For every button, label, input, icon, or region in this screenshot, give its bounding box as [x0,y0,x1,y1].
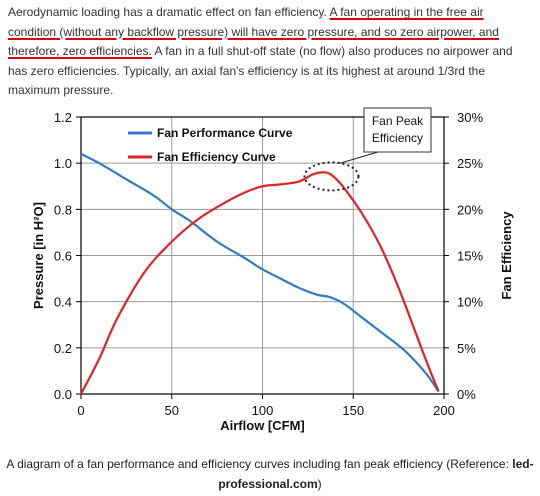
y-axis-label: Pressure [in H²O] [31,202,46,309]
intro-highlighted-text: A fan operating in the free air conditio… [8,5,499,58]
axis-ticks: 0 50 100 150 200 0.0 0.2 0.4 0.6 0.8 1.0 1.2 0% 5% 10%… [54,110,484,418]
x-tick-label: 0 [77,403,84,418]
series-line-performance [80,152,440,393]
y-tick-label: 1.2 [54,110,72,125]
y2-tick-label: 15% [457,249,483,264]
y-tick-label: 0.0 [54,387,72,402]
intro-text-start: Aerodynamic loading has a dramatic effec… [8,5,330,19]
y-tick-label: 0.8 [54,202,72,217]
y2-tick-label: 5% [457,341,476,356]
intro-paragraph: Aerodynamic loading has a dramatic effec… [8,3,532,101]
y2-tick-label: 0% [457,387,476,402]
y2-tick-label: 30% [457,110,483,125]
callout-text-line: Efficiency [372,131,423,145]
callout-text: Fan Peak Efficiency [372,114,424,145]
caption-close: ) [317,477,322,491]
x-tick-label: 100 [252,403,274,418]
caption-text: A diagram of a fan performance and effic… [6,457,513,471]
x-tick-label: 50 [165,403,179,418]
series-line-efficiency [80,171,440,395]
y-tick-label: 1.0 [54,156,72,171]
peak-efficiency-marker [303,161,360,192]
x-tick-label: 150 [342,403,364,418]
callout-box [363,107,432,153]
y-tick-label: 0.6 [54,249,72,264]
caption-reference-link[interactable]: led-professional.com [218,457,534,491]
y2-axis-label: Fan Efficiency [499,211,514,300]
chart-grid [81,117,444,394]
series-layer [80,152,440,395]
callout-text-line: Fan Peak [372,114,424,128]
fan-curves-chart: 0 50 100 150 200 0.0 0.2 0.4 0.6 0.8 1.0 1.2 0% 5% 10%… [31,107,514,433]
y2-tick-label: 10% [457,295,483,310]
intro-text-end: A fan in a full shut-off state (no flow)… [8,44,513,97]
legend-label-performance: Fan Performance Curve [157,126,293,140]
y-tick-label: 0.4 [54,295,72,310]
chart-legend: Fan Performance Curve Fan Efficiency Cur… [128,126,293,164]
figure-caption: A diagram of a fan performance and effic… [0,454,540,494]
x-axis-label: Airflow [CFM] [220,418,304,433]
x-tick-label: 200 [433,403,455,418]
callout-pointer [339,151,379,164]
y2-tick-label: 25% [457,156,483,171]
y-tick-label: 0.2 [54,341,72,356]
y2-tick-label: 20% [457,202,483,217]
legend-label-efficiency: Fan Efficiency Curve [157,150,276,164]
